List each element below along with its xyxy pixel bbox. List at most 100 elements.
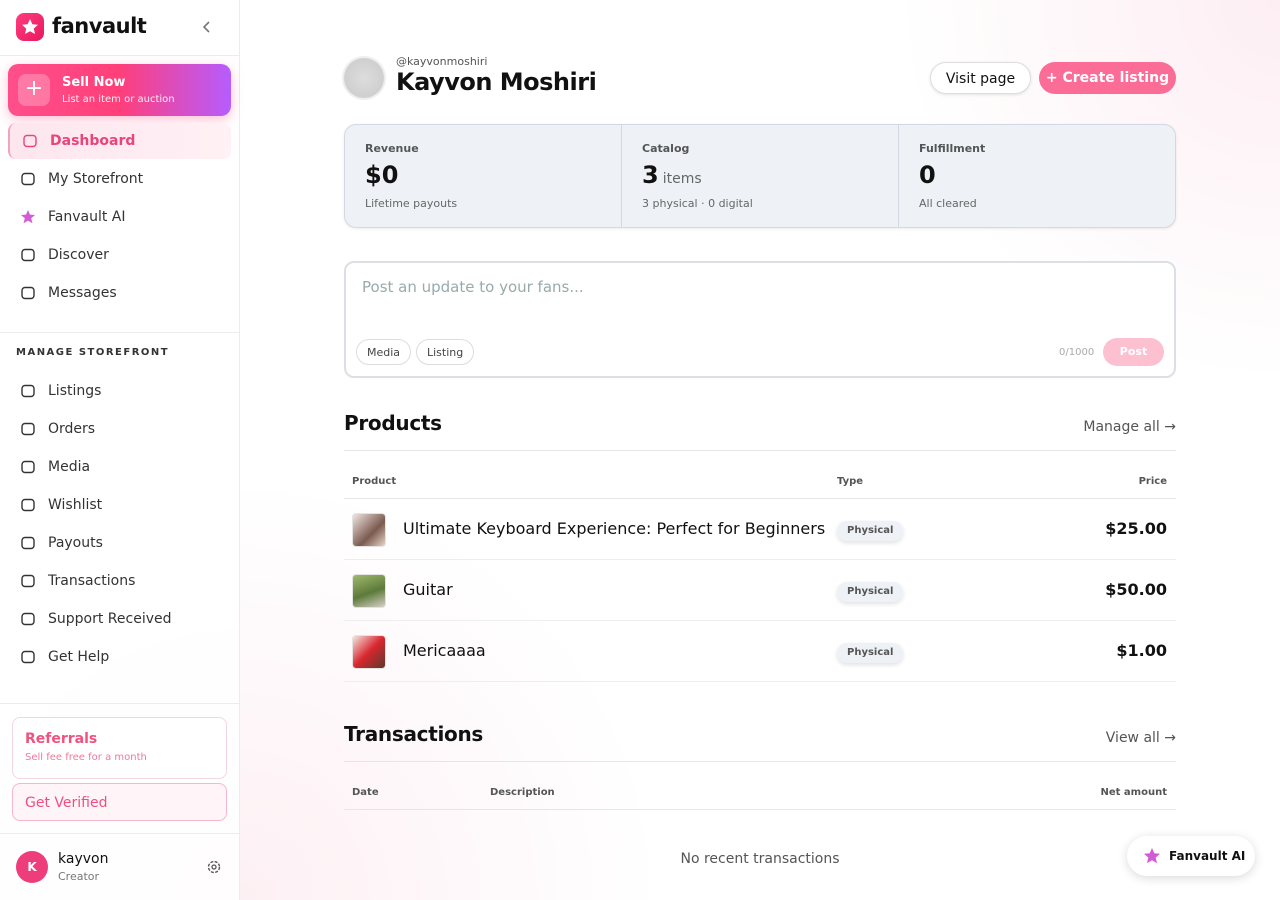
nav-icon [21, 248, 35, 262]
create-listing-button[interactable]: + Create listing [1039, 62, 1176, 94]
column-header: Description [490, 787, 555, 798]
column-header: Product [352, 476, 397, 487]
product-thumbnail [352, 635, 386, 669]
section-label: MANAGE STOREFRONT [16, 347, 170, 358]
nav-label: Media [48, 459, 91, 475]
divider [0, 55, 239, 56]
product-row[interactable]: Mericaaaa Physical $1.00 [344, 621, 1176, 682]
nav-label: Discover [48, 247, 109, 263]
stats-card: Revenue $0 Lifetime payouts Catalog 3 items 3 … [344, 124, 1176, 228]
nav-item[interactable]: Transactions [8, 563, 231, 599]
listing-chip[interactable]: Listing [416, 339, 475, 365]
type-badge: Physical [837, 521, 904, 541]
nav-item[interactable]: My Storefront [8, 161, 231, 197]
column-header: Date [352, 787, 379, 798]
divider [344, 498, 1176, 499]
stat-value: $0 [365, 161, 398, 189]
referrals-card[interactable]: Referrals Sell fee free for a month [12, 717, 227, 779]
product-name: Mericaaaa [403, 641, 486, 660]
nav-item[interactable]: Messages [8, 275, 231, 311]
nav-icon [21, 650, 35, 664]
brand[interactable]: fanvault [52, 14, 147, 38]
nav-label: Orders [48, 421, 96, 437]
nav-icon [21, 422, 35, 436]
sell-subtitle: List an item or auction [62, 94, 175, 105]
nav-item[interactable]: Payouts [8, 525, 231, 561]
product-price: $1.00 [1116, 641, 1167, 660]
assistant-button[interactable]: Fanvault AI [1127, 836, 1255, 876]
nav-label: Support Received [48, 611, 172, 627]
user-name: kayvon [58, 851, 109, 867]
assistant-icon [1144, 848, 1160, 864]
empty-state: No recent transactions [680, 851, 840, 867]
collapse-button[interactable] [200, 20, 214, 34]
nav-item[interactable]: Listings [8, 373, 231, 409]
settings-button[interactable] [206, 859, 222, 875]
nav-label: Fanvault AI [48, 209, 126, 225]
nav-label: Listings [48, 383, 102, 399]
type-badge: Physical [837, 643, 904, 663]
product-row[interactable]: Ultimate Keyboard Experience: Perfect fo… [344, 499, 1176, 560]
logo[interactable] [16, 13, 44, 41]
view-all-link[interactable]: View all → [1105, 730, 1176, 746]
referrals-title: Referrals [25, 731, 98, 747]
manage-all-link[interactable]: Manage all → [1083, 419, 1176, 435]
nav-item[interactable]: Media [8, 449, 231, 485]
visit-page-button[interactable]: Visit page [930, 62, 1031, 94]
divider [344, 450, 1176, 451]
stat-unit: items [662, 171, 702, 187]
nav-item[interactable]: Orders [8, 411, 231, 447]
stat: Catalog 3 items 3 physical · 0 digital [622, 125, 899, 227]
nav-label: Messages [48, 285, 117, 301]
post-composer: Post an update to your fans... Media Lis… [344, 261, 1176, 378]
stat-label: Revenue [365, 142, 419, 155]
products-title: Products [344, 411, 442, 435]
stat-label: Catalog [642, 142, 690, 155]
media-chip[interactable]: Media [356, 339, 412, 365]
column-header: Net amount [1100, 787, 1167, 798]
nav-icon [21, 574, 35, 588]
profile-name: Kayvon Moshiri [396, 68, 597, 96]
product-thumbnail [352, 574, 386, 608]
column-header: Price [1138, 476, 1167, 487]
stat-number: 0 [919, 161, 936, 189]
stat-note: 3 physical · 0 digital [642, 197, 753, 210]
sell-now-button[interactable]: + Sell Now List an item or auction [8, 64, 231, 116]
stat-note: All cleared [919, 197, 977, 210]
user-role: Creator [58, 870, 100, 883]
get-verified-button[interactable]: Get Verified [12, 783, 227, 821]
sell-title: Sell Now [62, 75, 126, 90]
product-price: $50.00 [1105, 580, 1167, 599]
product-row[interactable]: Guitar Physical $50.00 [344, 560, 1176, 621]
stat: Revenue $0 Lifetime payouts [345, 125, 622, 227]
product-price: $25.00 [1105, 519, 1167, 538]
post-button[interactable]: Post [1103, 338, 1164, 366]
nav-item[interactable]: Dashboard [8, 123, 231, 159]
divider [344, 761, 1176, 762]
nav-item[interactable]: Fanvault AI [8, 199, 231, 235]
stat: Fulfillment 0 All cleared [899, 125, 1175, 227]
divider [0, 703, 239, 704]
nav-label: Get Help [48, 649, 110, 665]
user-avatar[interactable]: K [16, 851, 48, 883]
nav-item[interactable]: Support Received [8, 601, 231, 637]
nav-label: Wishlist [48, 497, 103, 513]
logo-star [22, 19, 38, 34]
referrals-subtitle: Sell fee free for a month [25, 752, 147, 763]
nav-label: Transactions [48, 573, 136, 589]
type-badge: Physical [837, 582, 904, 602]
product-thumbnail [352, 513, 386, 547]
product-name: Guitar [403, 580, 453, 599]
transactions-title: Transactions [344, 722, 483, 746]
post-input[interactable]: Post an update to your fans... [362, 278, 584, 296]
divider [344, 809, 1176, 810]
nav-label: Dashboard [50, 133, 136, 149]
nav-icon [21, 384, 35, 398]
nav-item[interactable]: Wishlist [8, 487, 231, 523]
nav-item[interactable]: Discover [8, 237, 231, 273]
stat-number: 3 [642, 161, 659, 189]
main: @kayvonmoshiri Kayvon Moshiri Visit page… [344, 0, 1176, 900]
nav-item[interactable]: Get Help [8, 639, 231, 675]
